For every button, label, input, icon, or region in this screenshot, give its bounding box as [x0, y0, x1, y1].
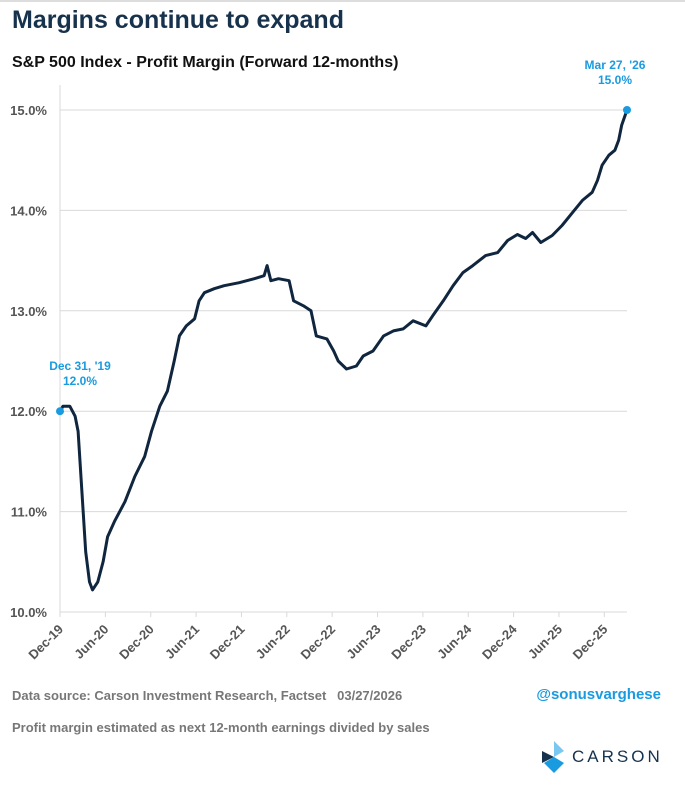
- carson-logo-icon: [542, 741, 564, 773]
- annotation-value: 12.0%: [63, 374, 97, 388]
- x-tick-label: Dec-25: [570, 622, 611, 663]
- x-tick-label: Jun-20: [71, 622, 111, 662]
- x-tick-label: Dec-24: [479, 621, 520, 662]
- data-source: Data source: Carson Investment Research,…: [12, 688, 403, 703]
- x-tick-label: Jun-23: [343, 622, 383, 662]
- x-tick-label: Dec-20: [116, 622, 157, 663]
- y-tick-label: 15.0%: [10, 103, 47, 118]
- y-tick-label: 13.0%: [10, 304, 47, 319]
- annotation-point: [56, 407, 64, 416]
- footnote: Profit margin estimated as next 12-month…: [12, 720, 430, 735]
- x-tick-label: Dec-22: [298, 622, 339, 663]
- top-border: [0, 0, 685, 2]
- line-chart: 10.0%11.0%12.0%13.0%14.0%15.0%Dec-19 Jun-…: [10, 58, 646, 663]
- series-line-profit-margin: [58, 108, 629, 592]
- y-tick-label: 14.0%: [10, 203, 47, 218]
- y-tick-label: 12.0%: [10, 404, 47, 419]
- x-tick-label: Jun-22: [253, 622, 293, 662]
- y-tick-label: 11.0%: [11, 505, 48, 520]
- annotation-date: Dec 31, '19: [49, 359, 111, 373]
- annotation-point: [623, 106, 631, 114]
- page-title: Margins continue to expand: [12, 6, 344, 34]
- annotation-value: 15.0%: [598, 73, 632, 87]
- x-tick-label: Jun-25: [525, 622, 565, 662]
- logo-text: CARSON: [572, 747, 663, 766]
- y-tick-label: 10.0%: [10, 605, 47, 620]
- x-tick-label: Dec-19: [25, 622, 66, 663]
- x-tick-label: Dec-21: [207, 622, 248, 663]
- carson-logo: CARSON: [542, 741, 662, 773]
- x-tick-label: Jun-24: [434, 621, 475, 662]
- annotation-date: Mar 27, '26: [585, 58, 646, 72]
- chart-title: S&P 500 Index - Profit Margin (Forward 1…: [12, 54, 399, 71]
- x-tick-label: Dec-23: [388, 622, 429, 663]
- twitter-handle[interactable]: @sonusvarghese: [536, 686, 661, 703]
- x-tick-label: Jun-21: [162, 622, 202, 662]
